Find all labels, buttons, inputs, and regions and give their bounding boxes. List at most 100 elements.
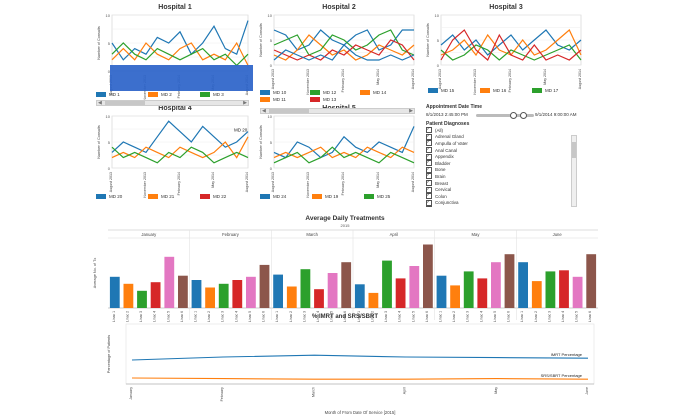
treatment-bar (477, 278, 488, 308)
diagnosis-checkbox[interactable] (426, 205, 432, 207)
legend-item[interactable]: MD 25 (364, 194, 390, 199)
diagnosis-option[interactable]: Bone (426, 166, 576, 174)
series-line (111, 136, 249, 159)
bar-chart-subtitle: 2015 (341, 223, 351, 228)
treatment-bar (463, 271, 474, 308)
treatment-bar (273, 274, 283, 308)
y-axis-label: Number of Consults (426, 23, 430, 57)
diagnosis-option[interactable]: Bladder (426, 159, 576, 167)
treatment-bar (164, 256, 175, 308)
x-tick-label: August 2013 (438, 69, 442, 89)
legend-swatch (532, 88, 542, 93)
linac-label: Linac 2 (370, 311, 374, 322)
y-tick-label: 5 (108, 140, 111, 145)
hospital-title: Hospital 1 (158, 4, 192, 11)
legend-swatch (96, 92, 106, 97)
x-tick-label: November 2013 (143, 172, 147, 198)
legend-item[interactable]: MD 24 (260, 194, 286, 199)
y-tick-label: 5 (270, 140, 273, 145)
imrt-x-tick: January (129, 387, 133, 400)
diagnosis-list: (All)Adrenal GlandAmpulla of VaterAnal C… (426, 127, 576, 207)
imrt-x-tick: February (220, 387, 224, 402)
diagnosis-label: Cervical (435, 187, 452, 193)
treatment-bar (300, 269, 311, 308)
imrt-x-tick: May (494, 387, 498, 394)
date-slider-handle-left[interactable] (510, 112, 517, 119)
x-tick-label: November 2013 (473, 69, 477, 95)
y-tick-label: 0 (270, 63, 273, 68)
legend-item[interactable]: MD 14 (360, 90, 386, 95)
x-tick-label: February 2014 (341, 69, 345, 92)
linac-label: Linac 5 (166, 311, 170, 322)
diagnosis-label: Colon (435, 193, 447, 199)
legend-item[interactable]: MD 1 (96, 92, 120, 97)
legend-label: MD 1 (109, 92, 120, 97)
linac-label: Linac 5 (248, 311, 252, 322)
month-label: May (472, 232, 481, 237)
legend-label: MD 10 (273, 90, 287, 95)
diagnosis-option[interactable]: Digestive (Misc) (426, 205, 576, 207)
bar-y-label: Average No. of Tx (93, 258, 97, 289)
treatment-bar (137, 290, 147, 308)
legend-item[interactable]: MD 21 (148, 194, 174, 199)
legend-swatch (364, 194, 374, 199)
legend-item[interactable]: MD 10 (260, 90, 286, 95)
legend-item[interactable]: MD 13 (310, 97, 336, 102)
date-slider-handle-right[interactable] (520, 112, 527, 119)
legend-scrollbar-1[interactable]: ◀ ▶ (96, 100, 249, 106)
diagnosis-option[interactable]: Breast (426, 179, 576, 187)
diagnosis-option[interactable]: Anal Canal (426, 146, 576, 154)
diagnosis-option[interactable]: (All) (426, 127, 576, 134)
diagnosis-option[interactable]: Brain (426, 172, 576, 180)
diagnosis-option[interactable]: Conjunctiva (426, 199, 576, 207)
legend-swatch (312, 194, 322, 199)
y-tick-label: 10 (268, 114, 273, 119)
legend-swatch (260, 194, 270, 199)
diagnosis-option[interactable]: Ampulla of Vater (426, 139, 576, 147)
legend-item[interactable]: MD 20 (96, 194, 122, 199)
legend-item[interactable]: MD 19 (312, 194, 338, 199)
legend-item[interactable]: MD 15 (428, 88, 454, 93)
legend-item[interactable]: MD 3 (200, 92, 224, 97)
legend-label: MD 15 (441, 88, 455, 93)
date-range-slider[interactable] (476, 112, 534, 119)
legend-label: MD 14 (373, 90, 387, 95)
diagnosis-label: Ampulla of Vater (435, 140, 468, 146)
treatment-bar (178, 275, 188, 308)
y-axis-label: Number of Consults (259, 23, 263, 57)
legend-swatch (260, 90, 270, 95)
legend-swatch (200, 92, 210, 97)
legend-item[interactable]: MD 2 (148, 92, 172, 97)
diagnosis-scrollbar[interactable] (571, 135, 577, 207)
linac-label: Linac 1 (193, 311, 197, 322)
legend-item[interactable]: MD 16 (480, 88, 506, 93)
linac-label: Linac 5 (411, 311, 415, 322)
linac-label: Linac 3 (139, 311, 143, 322)
treatment-bar (531, 281, 542, 308)
legend-item[interactable]: MD 22 (200, 194, 226, 199)
diagnosis-label: Breast (435, 180, 449, 186)
diagnosis-label: Conjunctiva (435, 200, 459, 206)
legend-item[interactable]: MD 12 (310, 90, 336, 95)
diagnosis-option[interactable]: Cervical (426, 186, 576, 193)
month-label: June (553, 232, 563, 237)
treatment-bar (545, 271, 556, 308)
linac-label: Linac 5 (575, 311, 579, 322)
treatment-bar (586, 254, 597, 308)
linac-label: Linac 5 (493, 311, 497, 322)
series-line (440, 29, 582, 56)
imrt-series-line (131, 377, 589, 380)
date-selection-band[interactable] (110, 65, 253, 91)
diagnosis-option[interactable]: Appendix (426, 153, 576, 160)
legend-scrollbar-2[interactable]: ◀ ▶ (260, 108, 415, 114)
treatment-bar (368, 292, 379, 308)
date-filter-title: Appointment Date Time (426, 104, 483, 110)
diagnosis-label: Bone (435, 167, 446, 173)
legend-item[interactable]: MD 11 (260, 97, 286, 102)
diagnosis-option[interactable]: Colon (426, 192, 576, 200)
diagnosis-option[interactable]: Adrenal Gland (426, 133, 576, 141)
legend-item[interactable]: MD 17 (532, 88, 558, 93)
x-tick-label: May 2014 (211, 172, 215, 188)
linac-label: Linac 3 (547, 311, 551, 322)
